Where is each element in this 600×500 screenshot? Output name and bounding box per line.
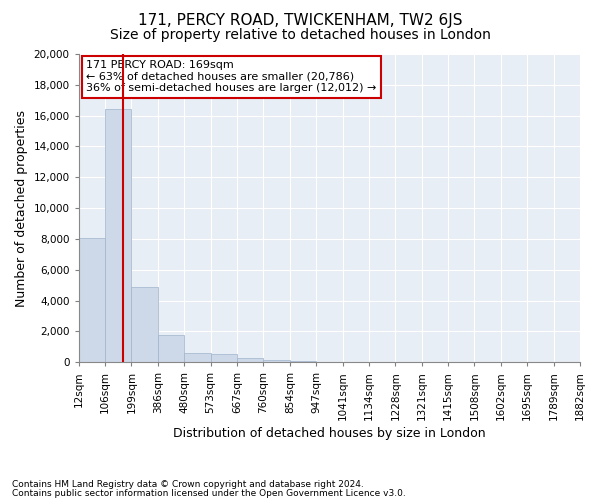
Bar	[263, 360, 290, 362]
Bar	[237, 358, 263, 362]
Bar	[79, 238, 105, 362]
Text: Size of property relative to detached houses in London: Size of property relative to detached ho…	[110, 28, 490, 42]
Text: Contains public sector information licensed under the Open Government Licence v3: Contains public sector information licen…	[12, 489, 406, 498]
Text: Contains HM Land Registry data © Crown copyright and database right 2024.: Contains HM Land Registry data © Crown c…	[12, 480, 364, 489]
Text: 171, PERCY ROAD, TWICKENHAM, TW2 6JS: 171, PERCY ROAD, TWICKENHAM, TW2 6JS	[138, 12, 462, 28]
X-axis label: Distribution of detached houses by size in London: Distribution of detached houses by size …	[173, 427, 485, 440]
Bar	[105, 110, 131, 362]
Text: 171 PERCY ROAD: 169sqm
← 63% of detached houses are smaller (20,786)
36% of semi: 171 PERCY ROAD: 169sqm ← 63% of detached…	[86, 60, 377, 94]
Bar	[211, 354, 237, 362]
Bar	[158, 334, 184, 362]
Bar	[290, 360, 316, 362]
Bar	[131, 286, 158, 362]
Y-axis label: Number of detached properties: Number of detached properties	[15, 110, 28, 306]
Bar	[184, 353, 211, 362]
